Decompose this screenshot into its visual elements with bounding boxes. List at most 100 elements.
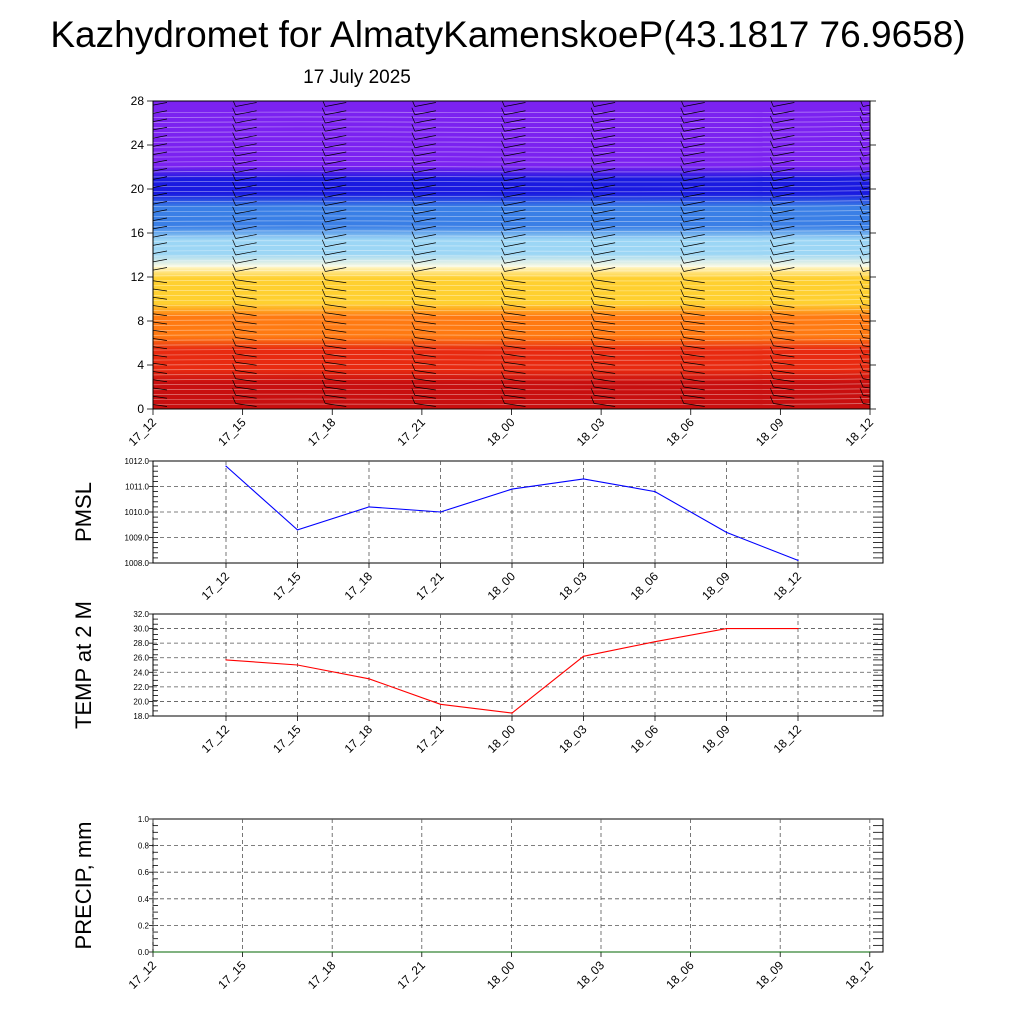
wind-barb-flag	[591, 101, 595, 107]
wind-barb-flag	[411, 371, 416, 379]
wind-barb	[325, 267, 347, 272]
wind-barb-flag	[770, 148, 774, 157]
wind-barb	[414, 201, 436, 206]
wind-barb	[414, 345, 436, 350]
wind-barb	[504, 159, 526, 165]
isoline-23	[153, 289, 870, 292]
wind-barb-flag	[321, 289, 326, 297]
wind-barb-flag	[770, 256, 774, 264]
wind-barb-flag	[501, 198, 505, 206]
wind-barb	[683, 295, 705, 300]
data-point	[654, 641, 656, 643]
wind-barb	[504, 168, 526, 173]
wind-barb	[504, 378, 526, 383]
wind-barb	[414, 386, 436, 391]
wind-barb-flag	[321, 256, 326, 264]
wind-barb-flag	[859, 313, 864, 322]
wind-barb-flag	[770, 132, 774, 140]
wind-barb	[773, 118, 795, 124]
wind-barb-flag	[143, 388, 146, 395]
wind-barb-flag	[681, 101, 685, 107]
wind-barb-flag	[501, 190, 505, 198]
band-blend-6	[153, 193, 870, 207]
wind-barb-flag	[501, 289, 505, 297]
wind-barb	[683, 267, 705, 272]
wind-barb	[414, 295, 436, 300]
wind-barb-flag	[770, 140, 774, 148]
wind-barb-flag	[501, 206, 505, 214]
wind-barb	[414, 126, 436, 132]
wind-barb	[504, 353, 526, 358]
wind-barb	[773, 225, 795, 231]
wind-barb	[325, 320, 347, 325]
wind-barb-flag	[770, 396, 774, 404]
x-tick-label: 17_18	[305, 958, 339, 992]
wind-barb	[862, 113, 870, 116]
isoline-59	[153, 111, 870, 114]
wind-barb	[683, 378, 705, 383]
wind-barb-flag	[232, 198, 236, 206]
wind-barb	[683, 242, 705, 248]
wind-barb-flag	[411, 289, 416, 297]
wind-barb	[235, 353, 257, 358]
chart-subtitle: 17 July 2025	[303, 67, 411, 88]
y-tick-label: 0.6	[138, 868, 150, 877]
wind-barb-flag	[411, 313, 416, 322]
data-point	[654, 491, 656, 493]
wind-barb	[594, 184, 616, 190]
wind-barb	[153, 250, 168, 255]
data-point	[690, 951, 692, 953]
wind-barb-flag	[680, 148, 685, 157]
wind-barb-flag	[501, 264, 505, 272]
wind-barb	[773, 370, 795, 374]
wind-barb-flag	[770, 379, 774, 388]
x-tick-label: 18_06	[628, 569, 662, 603]
isoline-20	[153, 304, 870, 307]
y-tick-label: 20.0	[133, 697, 149, 706]
wind-barb-flag	[680, 247, 685, 256]
wind-barb-flag	[590, 247, 595, 256]
wind-barb-flag	[770, 115, 774, 124]
wind-barb-flag	[411, 115, 416, 124]
wind-barb	[504, 287, 526, 292]
data-point	[511, 488, 513, 490]
isoline-2	[153, 393, 870, 396]
wind-barb	[153, 371, 168, 374]
wind-barb	[153, 176, 168, 180]
wind-barb	[862, 345, 870, 348]
wind-barb	[325, 337, 347, 341]
wind-barb-flag	[232, 148, 236, 157]
wind-barb-flag	[859, 297, 864, 305]
wind-barb-flag	[143, 331, 146, 338]
wind-barb-flag	[143, 215, 146, 222]
wind-barb-flag	[232, 214, 236, 223]
wind-barb-flag	[321, 280, 326, 289]
x-tick-label: 17_21	[394, 958, 428, 992]
wind-barb-flag	[232, 313, 236, 322]
wind-barb	[153, 346, 168, 350]
wind-barb-flag	[232, 247, 236, 256]
wind-barb-flag	[859, 371, 864, 379]
y-tick-label: 18.0	[133, 712, 149, 721]
wind-barb-flag	[501, 388, 505, 396]
isoline-46	[153, 175, 870, 178]
wind-barb	[235, 159, 257, 165]
wind-barb	[414, 279, 436, 284]
wind-barb-flag	[859, 140, 864, 148]
wind-barb	[773, 361, 795, 366]
wind-barb-flag	[680, 346, 685, 355]
wind-barb-flag	[590, 157, 595, 165]
wind-barb-flag	[232, 396, 236, 404]
wind-barb	[414, 304, 436, 308]
isoline-22	[153, 294, 870, 297]
wind-barb	[862, 129, 870, 132]
wind-barb	[153, 209, 168, 213]
wind-barb-flag	[411, 322, 416, 330]
x-tick-label: 18_12	[842, 958, 876, 992]
wind-barb	[504, 192, 526, 198]
wind-barb	[153, 159, 168, 164]
wind-barb	[235, 118, 257, 124]
wind-barb-flag	[143, 339, 146, 346]
x-tick-label: 17_21	[394, 415, 428, 449]
wind-barb	[153, 135, 168, 139]
